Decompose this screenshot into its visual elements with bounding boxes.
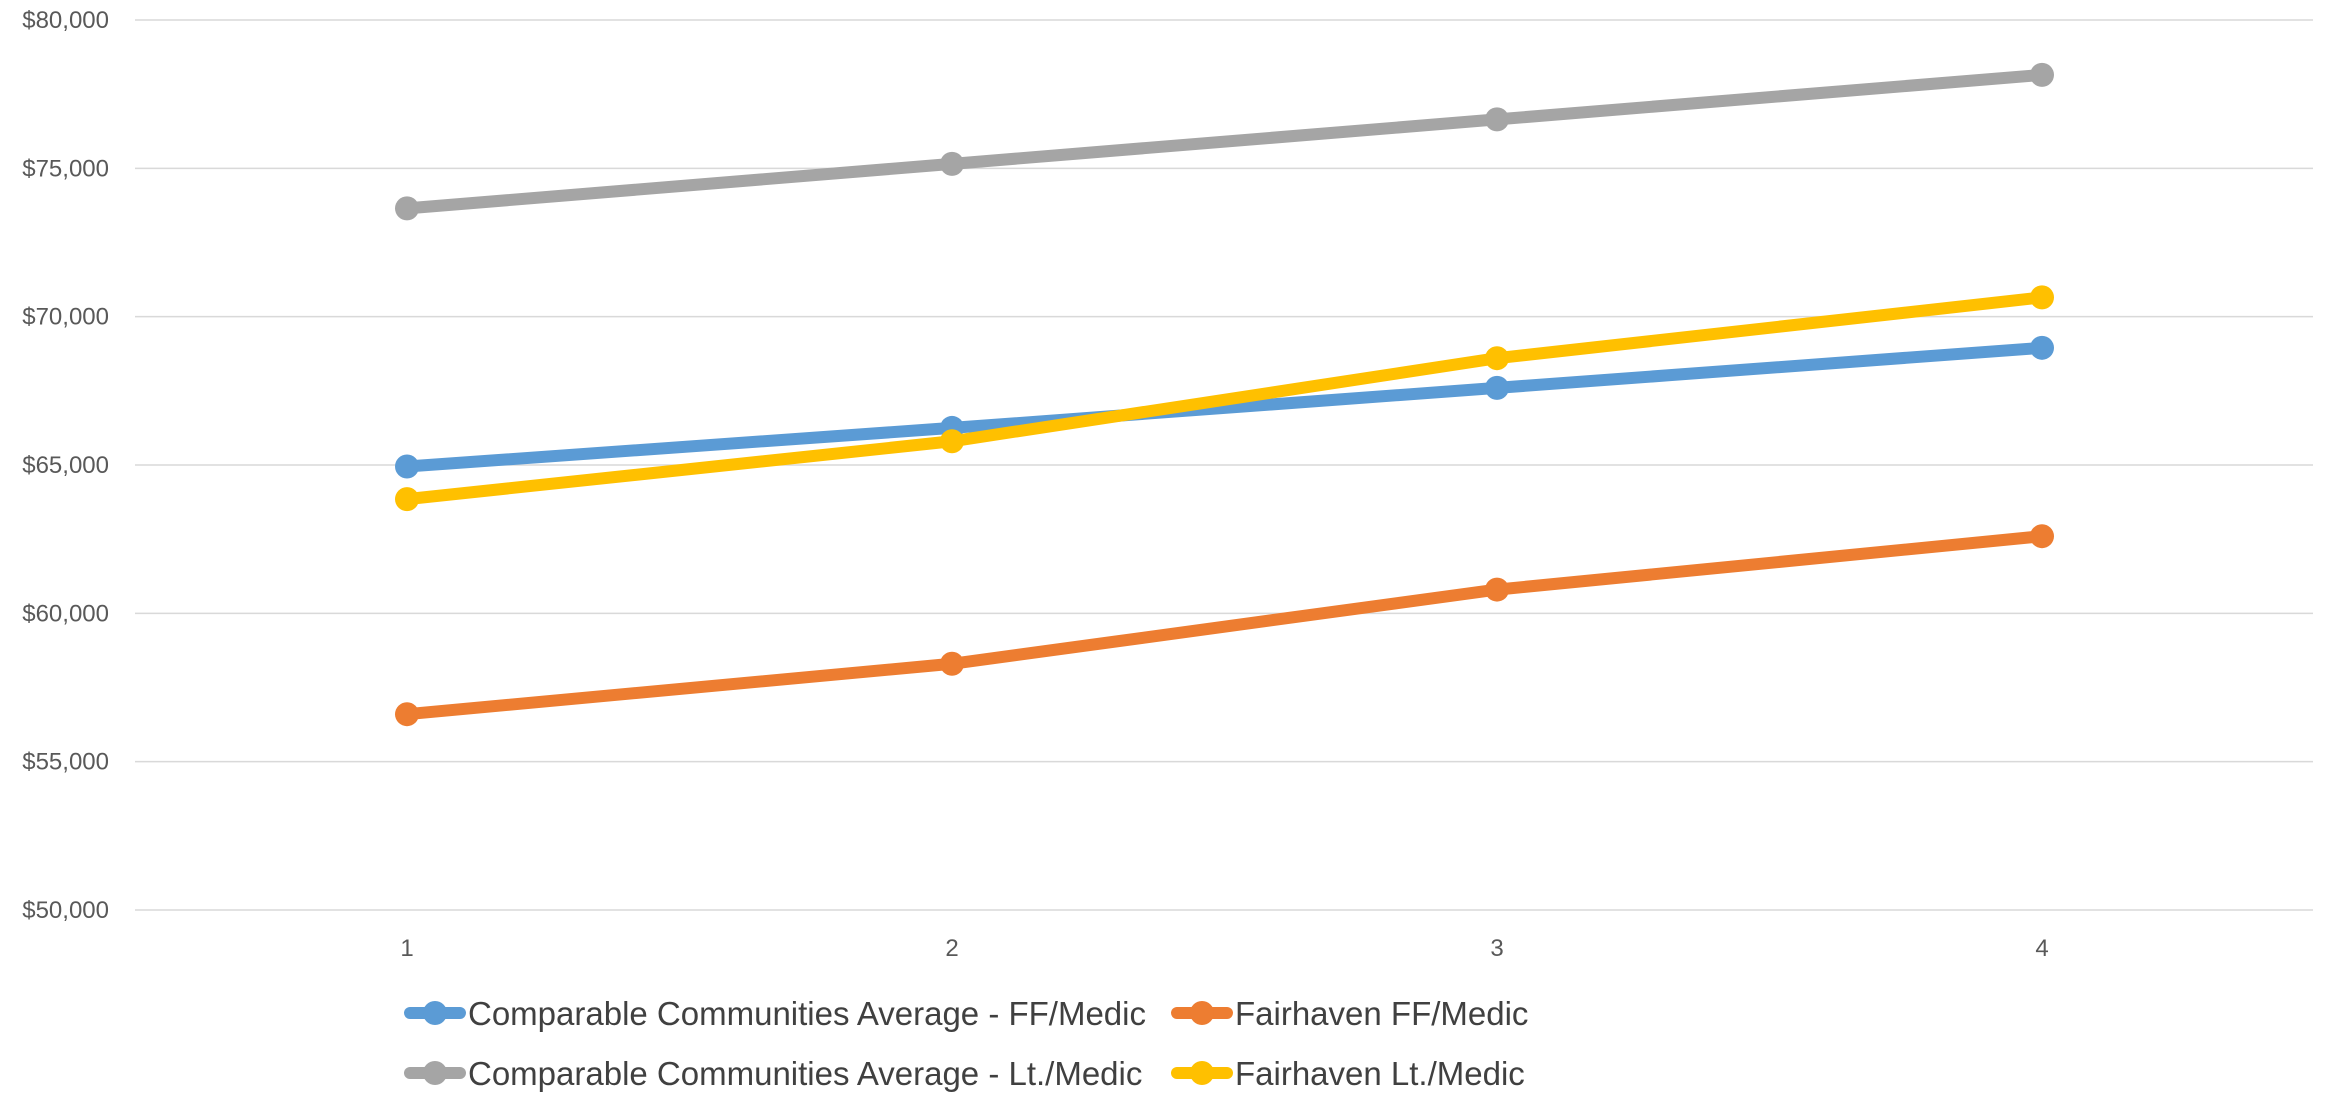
data-point: [395, 702, 419, 727]
y-tick-label: $65,000: [22, 452, 109, 479]
data-point: [2030, 524, 2054, 549]
data-point: [1485, 375, 1509, 400]
y-tick-label: $60,000: [22, 600, 109, 627]
legend-label: Comparable Communities Average - FF/Medi…: [468, 995, 1146, 1032]
data-series: [395, 62, 2054, 727]
legend-item: Comparable Communities Average - FF/Medi…: [404, 995, 1146, 1032]
legend-label: Fairhaven FF/Medic: [1235, 995, 1528, 1032]
data-point: [940, 429, 964, 454]
data-point: [940, 151, 964, 176]
data-point: [395, 487, 419, 512]
series-line: [401, 530, 2048, 721]
x-tick-label: 3: [1490, 935, 1503, 962]
data-point: [2030, 285, 2054, 310]
series-3: [395, 62, 2054, 221]
y-tick-label: $75,000: [22, 155, 109, 182]
x-tick-label: 4: [2035, 935, 2048, 962]
data-point: [1485, 577, 1509, 602]
legend: Comparable Communities Average - FF/Medi…: [404, 995, 1528, 1092]
series-2: [395, 524, 2054, 727]
x-tick-label: 2: [945, 935, 958, 962]
y-tick-label: $70,000: [22, 304, 109, 331]
legend-swatch-marker: [423, 1061, 447, 1085]
y-tick-label: $50,000: [22, 897, 109, 924]
x-tick-label: 1: [400, 935, 413, 962]
series-line: [401, 68, 2048, 215]
series-4: [395, 285, 2054, 512]
series-line: [401, 341, 2048, 473]
legend-item: Fairhaven FF/Medic: [1171, 995, 1528, 1032]
y-axis-tick-labels: $50,000 $55,000 $60,000 $65,000 $70,000 $75,0…: [22, 7, 109, 924]
legend-swatch-marker: [1190, 1001, 1214, 1025]
legend-label: Fairhaven Lt./Medic: [1235, 1055, 1525, 1092]
legend-item: Fairhaven Lt./Medic: [1171, 1055, 1525, 1092]
y-tick-label: $80,000: [22, 7, 109, 34]
series-line: [401, 291, 2048, 506]
y-tick-label: $55,000: [22, 749, 109, 776]
data-point: [395, 454, 419, 479]
data-point: [2030, 62, 2054, 87]
x-axis-tick-labels: 1 2 3 4: [400, 935, 2048, 962]
data-point: [2030, 335, 2054, 360]
data-point: [940, 651, 964, 676]
legend-swatch-marker: [423, 1001, 447, 1025]
legend-label: Comparable Communities Average - Lt./Med…: [468, 1055, 1142, 1092]
legend-swatch-marker: [1190, 1061, 1214, 1085]
data-point: [1485, 107, 1509, 132]
legend-item: Comparable Communities Average - Lt./Med…: [404, 1055, 1142, 1092]
data-point: [395, 196, 419, 221]
series-1: [395, 335, 2054, 479]
data-point: [1485, 346, 1509, 371]
